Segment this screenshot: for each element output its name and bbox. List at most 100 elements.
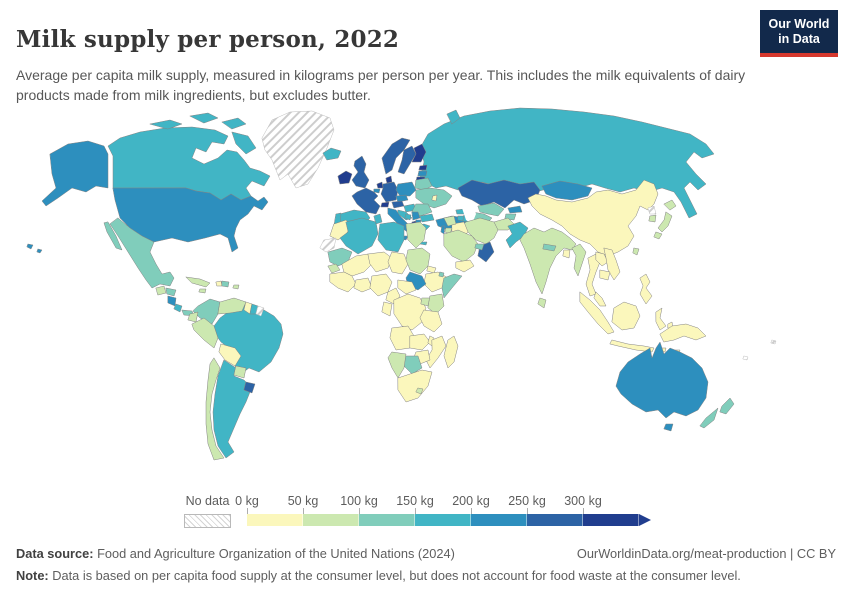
country-switzerland[interactable] <box>380 201 390 208</box>
country-jamaica[interactable] <box>198 288 207 294</box>
country-chad[interactable] <box>387 251 409 275</box>
country-germany[interactable] <box>380 181 399 203</box>
country-bangladesh[interactable] <box>562 249 571 259</box>
country-austria[interactable] <box>391 200 405 209</box>
country-cuba[interactable] <box>185 276 211 288</box>
country-ireland[interactable] <box>337 170 353 185</box>
country-kenya[interactable] <box>427 293 445 315</box>
country-north-korea[interactable] <box>647 205 657 215</box>
country-taiwan[interactable] <box>632 247 640 256</box>
country-madagascar[interactable] <box>443 335 459 369</box>
country-australia-tasmania[interactable] <box>663 423 674 432</box>
country-uae[interactable] <box>474 243 485 251</box>
country-new-zealand-north[interactable] <box>719 397 735 415</box>
legend-bin[interactable] <box>247 514 303 526</box>
country-philippines[interactable] <box>639 273 653 305</box>
country-chile[interactable] <box>205 357 225 461</box>
country-canada-island[interactable] <box>231 131 257 155</box>
legend-bin[interactable] <box>415 514 471 526</box>
country-west-africa[interactable] <box>329 271 357 293</box>
country-tunisia[interactable] <box>373 213 383 225</box>
country-russia-island[interactable] <box>446 109 461 125</box>
country-congo[interactable] <box>381 301 393 317</box>
country-netherlands[interactable] <box>376 181 384 189</box>
country-south-africa[interactable] <box>397 369 433 403</box>
country-french-guiana[interactable] <box>255 305 265 317</box>
country-senegal[interactable] <box>327 263 341 274</box>
country-algeria[interactable] <box>339 217 379 255</box>
country-japan-hokkaido[interactable] <box>663 199 677 211</box>
country-israel[interactable] <box>440 225 446 235</box>
country-dominican-republic[interactable] <box>221 280 230 288</box>
country-pakistan[interactable] <box>505 221 529 249</box>
country-indonesia-sumatra[interactable] <box>579 291 615 335</box>
country-laos[interactable] <box>595 251 609 267</box>
owid-logo[interactable]: Our World in Data <box>760 10 838 57</box>
legend-bin[interactable] <box>303 514 359 526</box>
country-belarus[interactable] <box>414 177 433 191</box>
country-puerto-rico[interactable] <box>232 284 240 290</box>
country-iceland[interactable] <box>322 147 342 161</box>
country-moldova[interactable] <box>431 194 438 202</box>
country-mexico-baja[interactable] <box>103 221 123 251</box>
country-sweden[interactable] <box>397 145 417 175</box>
country-yemen[interactable] <box>455 259 475 273</box>
country-uganda[interactable] <box>420 297 431 307</box>
country-nicaragua[interactable] <box>167 295 177 307</box>
country-mozambique[interactable] <box>425 335 447 369</box>
country-colombia[interactable] <box>192 298 221 325</box>
country-syria[interactable] <box>443 215 457 227</box>
country-japan-honshu[interactable] <box>657 211 673 233</box>
country-eritrea[interactable] <box>426 265 437 274</box>
country-sri-lanka[interactable] <box>537 297 547 309</box>
legend-bin[interactable] <box>471 514 527 526</box>
country-guatemala[interactable] <box>155 285 167 296</box>
country-greenland[interactable] <box>261 110 335 189</box>
country-canada-island[interactable] <box>221 117 247 130</box>
country-malaysia[interactable] <box>593 291 607 307</box>
country-somalia[interactable] <box>441 273 463 299</box>
country-estonia[interactable] <box>418 164 428 171</box>
country-new-zealand-south[interactable] <box>699 407 719 429</box>
legend-no-data[interactable]: No data <box>184 494 231 528</box>
country-cambodia[interactable] <box>599 269 611 281</box>
country-mongolia[interactable] <box>541 180 593 201</box>
country-australia[interactable] <box>615 341 709 419</box>
country-ghana[interactable] <box>353 277 373 293</box>
country-djibouti[interactable] <box>438 271 445 278</box>
country-usa-hawaii[interactable] <box>36 248 43 254</box>
country-china[interactable] <box>527 179 659 257</box>
country-honduras[interactable] <box>165 287 177 297</box>
country-lesotho[interactable] <box>415 387 424 395</box>
country-pacific-island[interactable] <box>770 339 777 345</box>
country-paraguay[interactable] <box>233 365 247 379</box>
country-costa-rica[interactable] <box>173 303 183 313</box>
country-zambia[interactable] <box>409 333 431 351</box>
country-denmark[interactable] <box>385 175 393 184</box>
footer-link[interactable]: OurWorldinData.org/meat-production | CC … <box>576 546 836 561</box>
legend-bin[interactable] <box>583 514 639 526</box>
country-latvia[interactable] <box>417 170 428 177</box>
country-pacific-island[interactable] <box>742 355 749 361</box>
country-bosnia[interactable] <box>404 213 412 221</box>
country-belgium[interactable] <box>373 188 381 194</box>
country-mexico[interactable] <box>109 217 175 289</box>
country-usa-hawaii[interactable] <box>26 243 34 250</box>
country-saudi-arabia[interactable] <box>443 229 479 263</box>
country-nepal[interactable] <box>542 243 557 252</box>
country-south-korea[interactable] <box>648 214 657 223</box>
country-new-guinea[interactable] <box>659 323 707 343</box>
country-western-sahara[interactable] <box>319 237 337 253</box>
country-united-kingdom[interactable] <box>351 155 370 189</box>
country-central-african-republic[interactable] <box>397 279 417 295</box>
country-bolivia[interactable] <box>218 343 242 367</box>
country-india[interactable] <box>519 227 577 295</box>
country-kyrgyzstan[interactable] <box>507 205 523 214</box>
country-tanzania[interactable] <box>419 309 443 333</box>
country-sudan[interactable] <box>405 247 431 275</box>
country-egypt[interactable] <box>405 221 427 249</box>
country-argentina[interactable] <box>212 359 251 459</box>
country-uruguay[interactable] <box>243 381 256 394</box>
country-namibia[interactable] <box>387 351 407 379</box>
country-canada-island[interactable] <box>189 112 219 124</box>
